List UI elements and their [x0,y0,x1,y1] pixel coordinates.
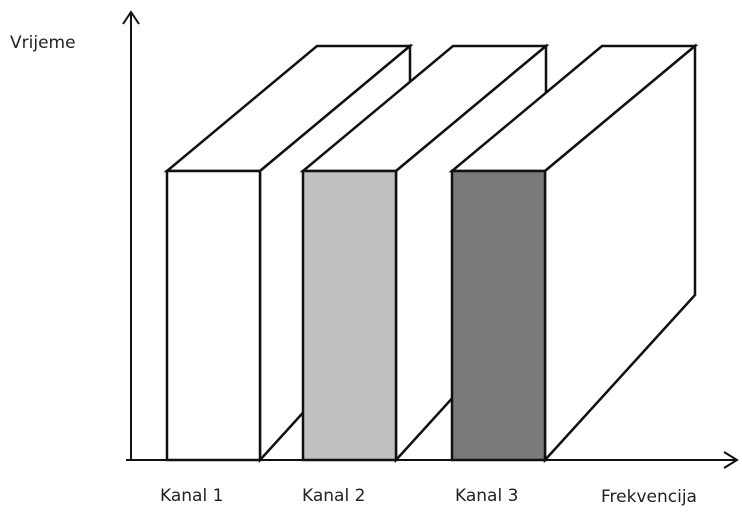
x-axis-label: Frekvencija [601,487,697,507]
channel-2-front-face [301,169,398,462]
channel-2-label: Kanal 2 [302,486,366,506]
x-axis-arrowhead [723,451,739,469]
channel-1-label: Kanal 1 [160,486,224,506]
channel-3-label: Kanal 3 [455,486,519,506]
y-axis-arrowhead [122,10,140,25]
y-axis-label: Vrijeme [10,33,76,53]
channel-block-3 [448,43,699,464]
channel-1-front-face [165,169,262,462]
channel-3-front-face [450,169,547,462]
